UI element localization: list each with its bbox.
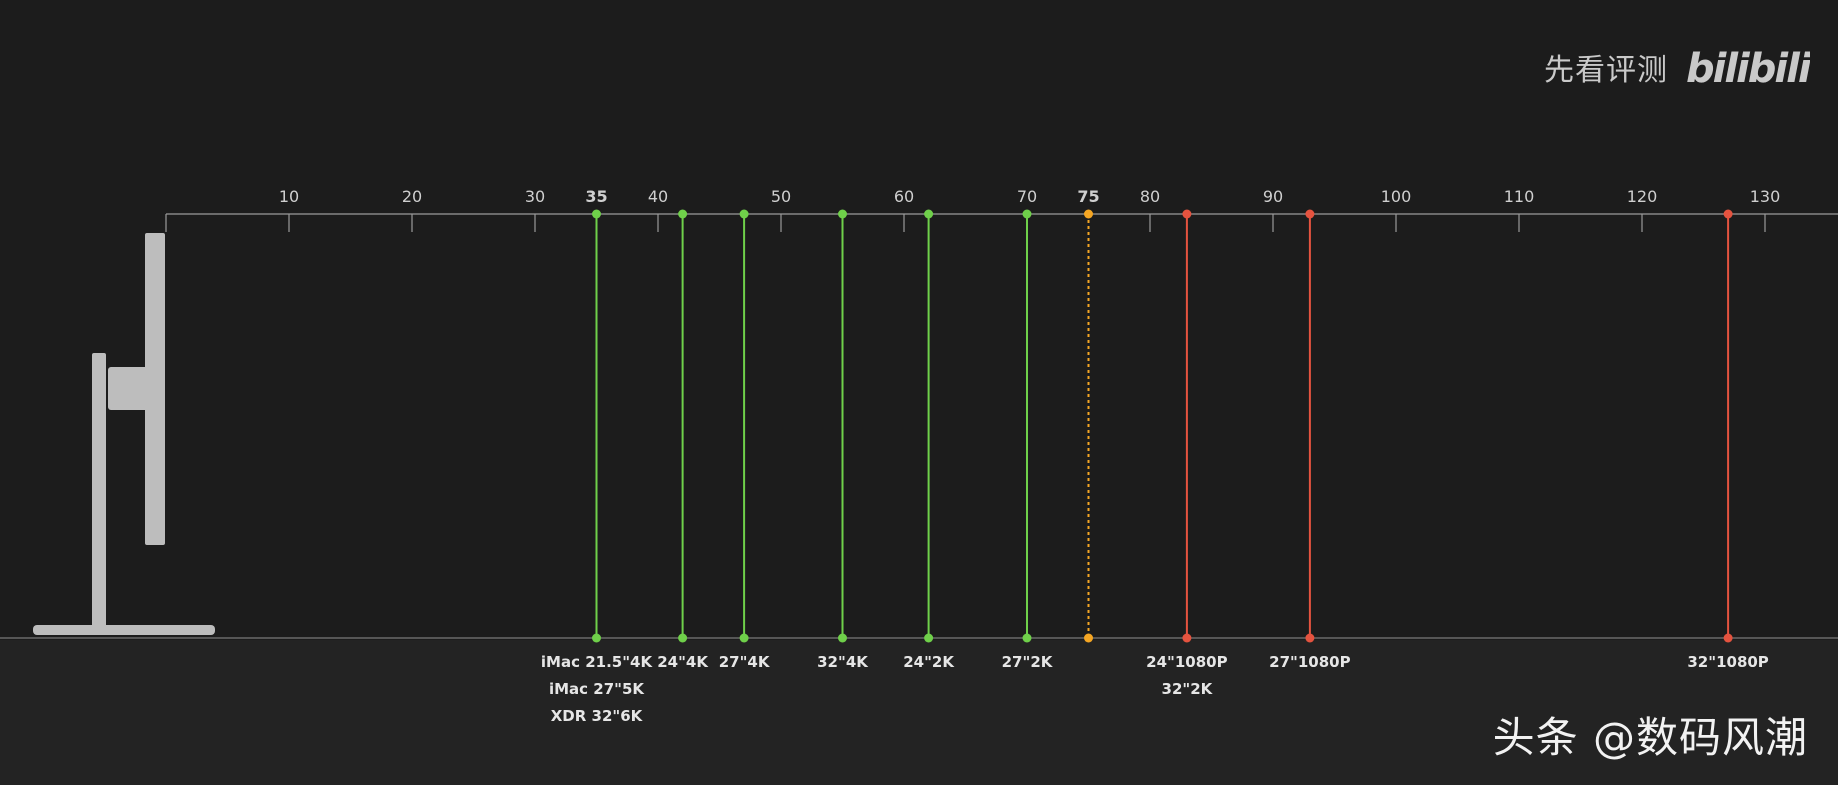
tick-label: 80 bbox=[1140, 187, 1160, 206]
marker-dot-bottom bbox=[592, 633, 601, 643]
marker-label: 32"2K bbox=[1162, 680, 1214, 698]
marker-dot-top bbox=[592, 209, 601, 219]
marker-dot-top bbox=[1723, 209, 1733, 219]
marker-dot-bottom bbox=[1182, 633, 1192, 643]
marker-label: 24"2K bbox=[903, 653, 955, 671]
watermark-text: 头条 @数码风潮 bbox=[1492, 713, 1808, 762]
marker-label: iMac 27"5K bbox=[549, 680, 645, 698]
tick-label: 110 bbox=[1504, 187, 1535, 206]
marker-label: 32"1080P bbox=[1687, 653, 1768, 671]
source-text: 先看评测 bbox=[1544, 53, 1668, 88]
tick-label: 130 bbox=[1750, 187, 1781, 206]
tick-label: 40 bbox=[648, 187, 668, 206]
marker-dot-bottom bbox=[838, 633, 847, 643]
marker-label: 27"1080P bbox=[1269, 653, 1350, 671]
tick-label: 35 bbox=[585, 187, 607, 206]
axis: 10 20 30 35 40 50 60 70 75 80 90 100 110 120 130 bbox=[0, 187, 1838, 639]
marker-dot-top bbox=[1182, 209, 1192, 219]
tick-label: 60 bbox=[894, 187, 914, 206]
monitor-side-view-icon bbox=[33, 233, 215, 635]
marker-dot-bottom bbox=[678, 633, 688, 643]
marker-dot-top bbox=[838, 209, 847, 219]
marker-dot-bottom bbox=[1723, 633, 1733, 643]
tick-label: 90 bbox=[1263, 187, 1283, 206]
tick-label: 120 bbox=[1627, 187, 1658, 206]
marker-dot-top bbox=[739, 209, 749, 219]
marker-label: 27"2K bbox=[1002, 653, 1054, 671]
marker-dot-bottom bbox=[1084, 633, 1093, 643]
bottom-band bbox=[0, 640, 1838, 785]
bilibili-logo-text: bilibili bbox=[1686, 46, 1810, 92]
marker-label: XDR 32"6K bbox=[551, 707, 644, 725]
marker-label: 32"4K bbox=[817, 653, 869, 671]
bilibili-logo-icon: bilibili bbox=[1686, 46, 1810, 92]
tick-label: 30 bbox=[525, 187, 545, 206]
marker-dot-bottom bbox=[739, 633, 749, 643]
tick-label: 75 bbox=[1077, 187, 1099, 206]
tick-label: 50 bbox=[771, 187, 791, 206]
marker-dot-bottom bbox=[924, 633, 934, 643]
source-badge: 先看评测 bilibili bbox=[1544, 42, 1810, 92]
tick-label: 70 bbox=[1017, 187, 1037, 206]
marker-dot-top bbox=[1084, 209, 1093, 219]
tick-label: 10 bbox=[279, 187, 299, 206]
marker-label: iMac 21.5"4K bbox=[541, 653, 654, 671]
marker-labels: iMac 21.5"4K iMac 27"5K XDR 32"6K 24"4K 27"4… bbox=[541, 653, 1769, 725]
marker-dot-top bbox=[1022, 209, 1032, 219]
marker-dot-top bbox=[1305, 209, 1315, 219]
tick-label: 20 bbox=[402, 187, 422, 206]
marker-dot-top bbox=[924, 209, 934, 219]
tick-label: 100 bbox=[1381, 187, 1412, 206]
marker-label: 24"4K bbox=[657, 653, 709, 671]
marker-label: 27"4K bbox=[719, 653, 771, 671]
marker-label: 24"1080P bbox=[1146, 653, 1227, 671]
markers bbox=[592, 209, 1733, 643]
marker-dot-bottom bbox=[1305, 633, 1315, 643]
marker-dot-bottom bbox=[1022, 633, 1032, 643]
marker-dot-top bbox=[678, 209, 688, 219]
